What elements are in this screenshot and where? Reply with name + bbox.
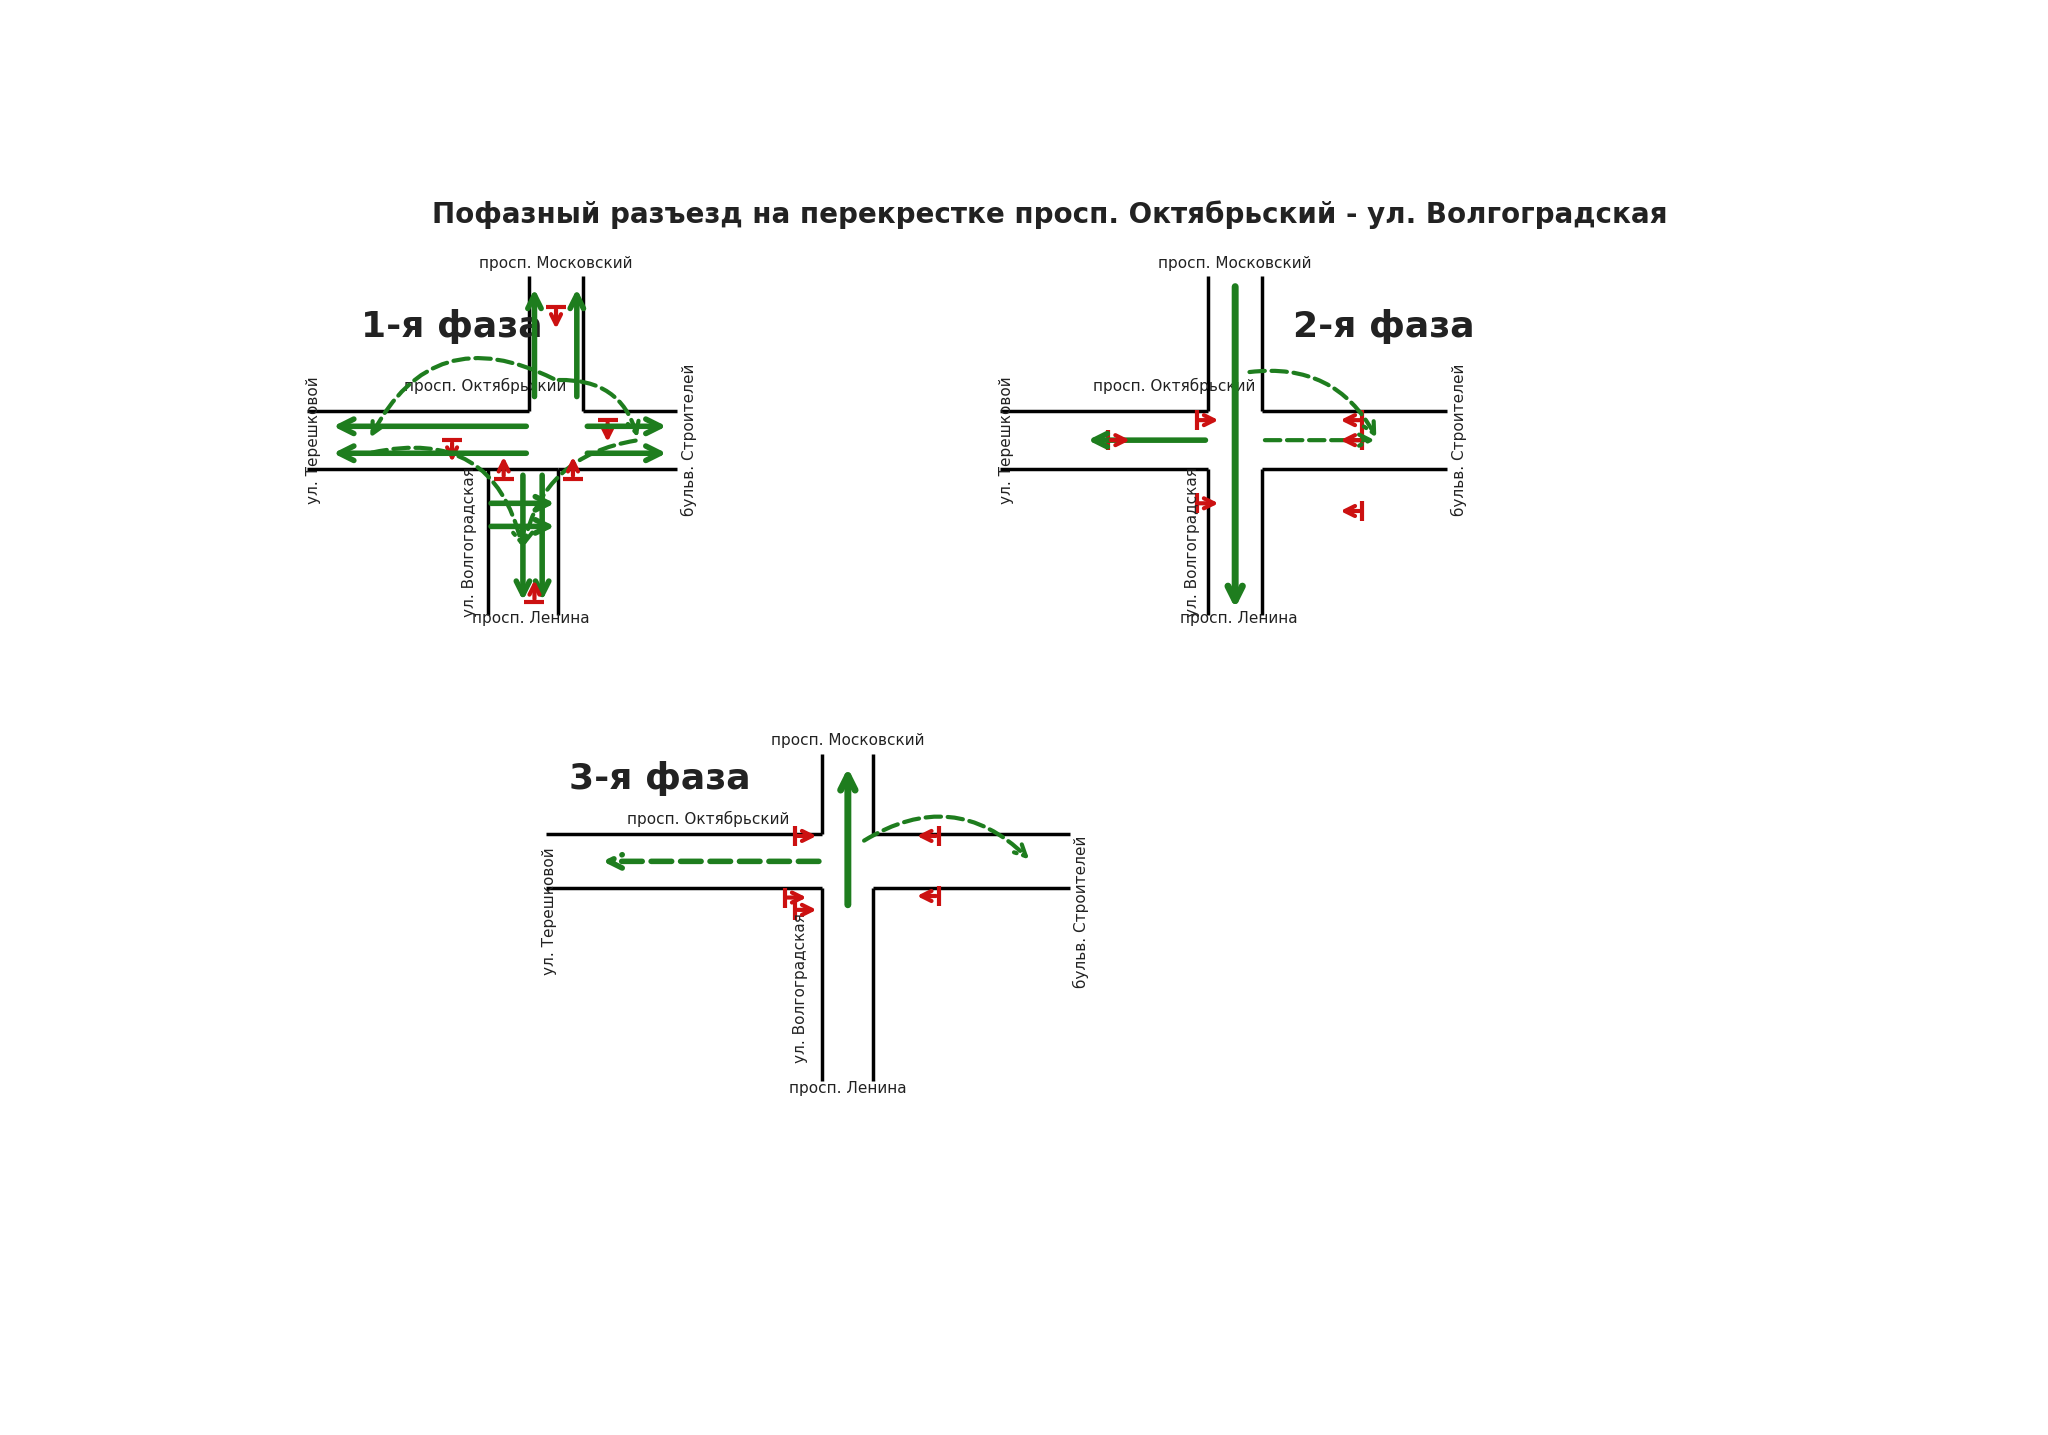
Text: просп. Октябрьский: просп. Октябрьский: [627, 811, 788, 827]
Text: 2-я фаза: 2-я фаза: [1292, 309, 1475, 344]
Text: Пофазный разъезд на перекрестке просп. Октябрьский - ул. Волгоградская: Пофазный разъезд на перекрестке просп. О…: [432, 201, 1667, 228]
Text: просп. Московский: просп. Московский: [1159, 255, 1313, 271]
Text: ул. Терешковой: ул. Терешковой: [999, 376, 1014, 504]
Text: просп. Октябрьский: просп. Октябрьский: [1094, 379, 1255, 395]
Text: ул. Волгоградская: ул. Волгоградская: [461, 466, 477, 617]
Text: ул. Терешковой: ул. Терешковой: [543, 848, 557, 976]
Text: просп. Московский: просп. Московский: [479, 255, 633, 271]
Text: ул. Волгоградская: ул. Волгоградская: [1186, 466, 1200, 617]
Text: просп. Ленина: просп. Ленина: [471, 611, 590, 626]
Text: просп. Ленина: просп. Ленина: [788, 1081, 907, 1096]
Text: бульв. Строителей: бульв. Строителей: [680, 364, 696, 517]
Text: просп. Московский: просп. Московский: [772, 733, 924, 748]
Text: ул. Терешковой: ул. Терешковой: [305, 376, 322, 504]
Text: просп. Октябрьский: просп. Октябрьский: [403, 379, 565, 395]
Text: ул. Волгоградская: ул. Волгоградская: [793, 914, 807, 1063]
Text: 1-я фаза: 1-я фаза: [360, 309, 543, 344]
Text: 3-я фаза: 3-я фаза: [569, 762, 752, 796]
Text: бульв. Строителей: бульв. Строителей: [1452, 364, 1466, 517]
Text: бульв. Строителей: бульв. Строителей: [1073, 835, 1090, 987]
Text: просп. Ленина: просп. Ленина: [1180, 611, 1298, 626]
